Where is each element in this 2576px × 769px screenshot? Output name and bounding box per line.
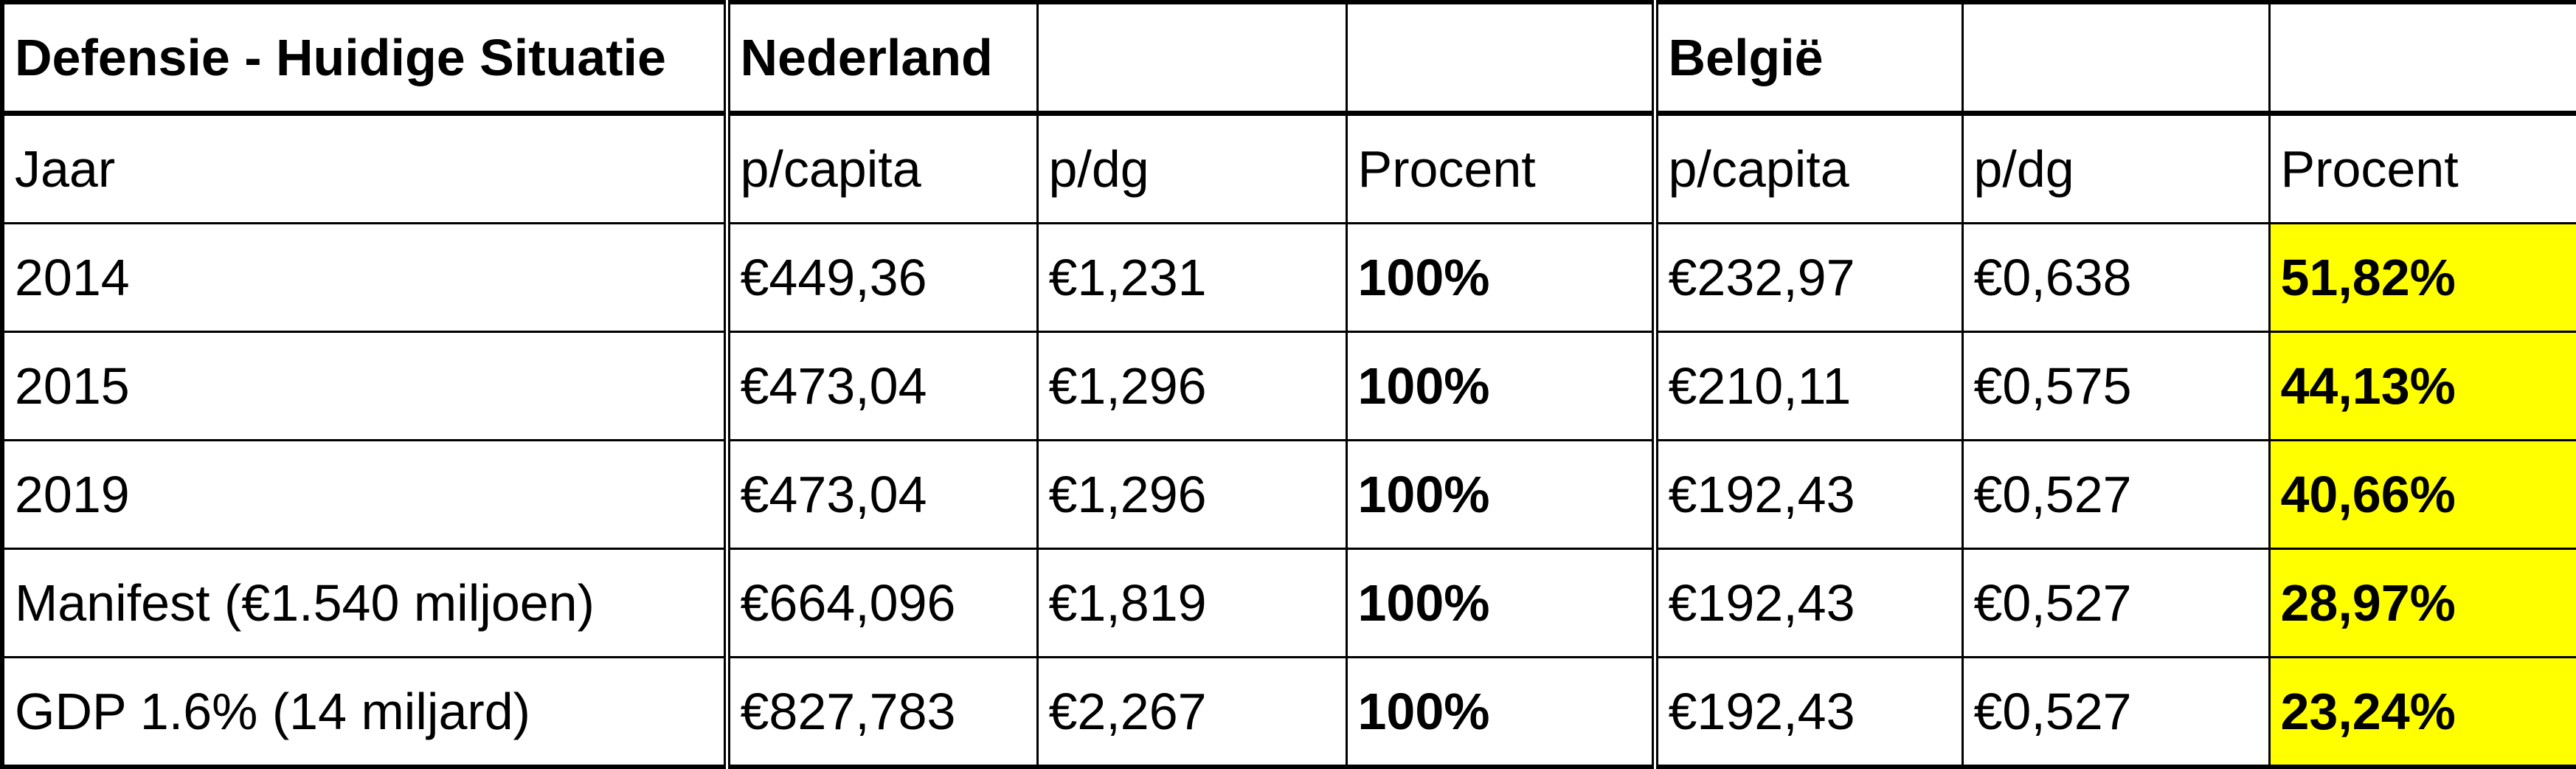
table-cell: €664,096 bbox=[723, 548, 1039, 658]
table-row: 2014 €449,36 €1,231 100% €232,97 €0,638 51,82% bbox=[1, 222, 2576, 333]
table-cell: 100% bbox=[1345, 548, 1656, 658]
table-cell: 28,97% bbox=[2268, 548, 2576, 658]
table-cell: €192,43 bbox=[1651, 548, 1964, 658]
empty-cell bbox=[2268, 1, 2576, 116]
table-cell: €2,267 bbox=[1036, 656, 1348, 768]
table-cell: 23,24% bbox=[2268, 656, 2576, 768]
column-header: p/capita bbox=[1651, 112, 1964, 224]
table-row: 2015 €473,04 €1,296 100% €210,11 €0,575 44,13% bbox=[1, 331, 2576, 441]
table-cell: 2019 bbox=[1, 439, 728, 550]
table-cell: €0,638 bbox=[1961, 222, 2271, 333]
table-cell: 100% bbox=[1345, 331, 1656, 441]
table-cell: €827,783 bbox=[723, 656, 1039, 768]
table-cell: €473,04 bbox=[723, 331, 1039, 441]
table-cell: 2014 bbox=[1, 222, 728, 333]
table-cell: 100% bbox=[1345, 222, 1656, 333]
column-header: p/dg bbox=[1961, 112, 2271, 224]
table-cell: 40,66% bbox=[2268, 439, 2576, 550]
table-cell: 2015 bbox=[1, 331, 728, 441]
empty-cell bbox=[1036, 1, 1348, 116]
table-row: Manifest (€1.540 miljoen) €664,096 €1,819 1… bbox=[1, 548, 2576, 658]
table-cell: €1,296 bbox=[1036, 439, 1348, 550]
table-cell: €1,231 bbox=[1036, 222, 1348, 333]
table-cell: 100% bbox=[1345, 656, 1656, 768]
table-cell: €0,575 bbox=[1961, 331, 2271, 441]
table-cell: 100% bbox=[1345, 439, 1656, 550]
table-cell: €232,97 bbox=[1651, 222, 1964, 333]
empty-cell bbox=[1345, 1, 1656, 116]
table-row: 2019 €473,04 €1,296 100% €192,43 €0,527 40,66% bbox=[1, 439, 2576, 550]
column-header: p/capita bbox=[723, 112, 1039, 224]
title-row: Defensie - Huidige Situatie Nederland Be… bbox=[1, 1, 2576, 116]
table-cell: €0,527 bbox=[1961, 439, 2271, 550]
table-cell: Manifest (€1.540 miljoen) bbox=[1, 548, 728, 658]
header-row: Jaar p/capita p/dg Procent p/capita p/dg… bbox=[1, 112, 2576, 224]
table-cell: €0,527 bbox=[1961, 656, 2271, 768]
table-row: GDP 1.6% (14 miljard) €827,783 €2,267 100% €… bbox=[1, 656, 2576, 768]
table-cell: €0,527 bbox=[1961, 548, 2271, 658]
column-header: Jaar bbox=[1, 112, 728, 224]
empty-cell bbox=[1961, 1, 2271, 116]
country-belgie: België bbox=[1651, 1, 1964, 116]
table-cell: GDP 1.6% (14 miljard) bbox=[1, 656, 728, 768]
column-header: p/dg bbox=[1036, 112, 1348, 224]
table-title: Defensie - Huidige Situatie bbox=[1, 1, 728, 116]
table-cell: €192,43 bbox=[1651, 656, 1964, 768]
column-header: Procent bbox=[1345, 112, 1656, 224]
table-cell: €473,04 bbox=[723, 439, 1039, 550]
table-cell: €210,11 bbox=[1651, 331, 1964, 441]
table-cell: €192,43 bbox=[1651, 439, 1964, 550]
country-nederland: Nederland bbox=[723, 1, 1039, 116]
table-cell: €1,296 bbox=[1036, 331, 1348, 441]
table-cell: 51,82% bbox=[2268, 222, 2576, 333]
table-cell: €449,36 bbox=[723, 222, 1039, 333]
table-cell: €1,819 bbox=[1036, 548, 1348, 658]
column-header: Procent bbox=[2268, 112, 2576, 224]
table-cell: 44,13% bbox=[2268, 331, 2576, 441]
